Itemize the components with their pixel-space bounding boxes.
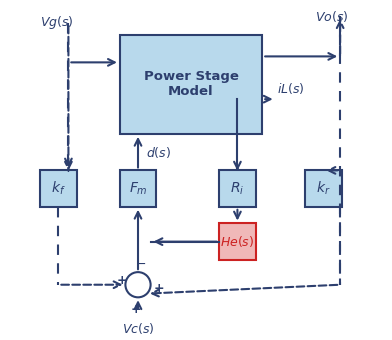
Bar [120,170,156,207]
Bar [219,223,256,260]
Text: $Vo(s)$: $Vo(s)$ [315,9,348,24]
Bar [40,170,77,207]
Text: +: + [116,274,127,287]
Bar [219,170,256,207]
Text: +: + [154,282,165,295]
Text: $k_r$: $k_r$ [316,180,331,197]
Text: $He(s)$: $He(s)$ [220,234,254,249]
Text: $-$: $-$ [135,256,146,270]
Bar [305,170,342,207]
Text: $iL(s)$: $iL(s)$ [277,81,305,96]
Text: Power Stage
Model: Power Stage Model [143,70,238,98]
Text: $R_i$: $R_i$ [230,181,245,197]
Bar [120,35,262,134]
Text: +: + [131,303,142,316]
Text: $Vg(s)$: $Vg(s)$ [40,14,74,31]
Circle shape [125,272,151,297]
Text: $Vc(s)$: $Vc(s)$ [122,321,154,336]
Text: $k_f$: $k_f$ [51,180,66,197]
Text: $d(s)$: $d(s)$ [146,144,171,160]
Text: $F_m$: $F_m$ [129,181,147,197]
